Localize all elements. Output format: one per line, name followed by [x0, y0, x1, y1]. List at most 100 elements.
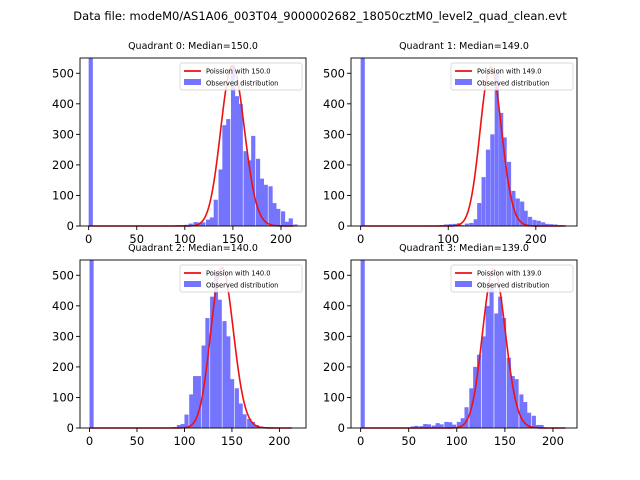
- histogram-bar: [243, 151, 248, 226]
- x-tick-label: 100: [174, 232, 196, 246]
- x-tick-label: 100: [173, 434, 195, 448]
- axes-frame: [79, 259, 307, 429]
- histogram-bar: [473, 219, 478, 226]
- legend-observed-label: Observed distribution: [477, 80, 549, 88]
- histogram-bar: [523, 402, 528, 428]
- histogram-bar: [205, 219, 211, 226]
- histogram-bar: [498, 296, 503, 428]
- histogram-bar: [226, 336, 231, 428]
- histogram-bar: [180, 424, 185, 428]
- x-tick-label: 200: [525, 232, 547, 246]
- histogram-bar: [506, 357, 511, 428]
- histogram-bar: [444, 421, 449, 428]
- histogram-bar: [188, 223, 193, 226]
- legend-bar-swatch: [455, 79, 472, 85]
- y-tick-label: 300: [323, 329, 345, 343]
- histogram-bar: [490, 134, 495, 226]
- x-tick-label: 0: [86, 434, 93, 448]
- y-tick-label: 200: [52, 158, 74, 172]
- legend-poisson-label: Poission with 140.0: [206, 270, 270, 278]
- y-tick-label: 0: [338, 219, 345, 233]
- axes-frame: [350, 57, 578, 227]
- histogram-bar: [499, 112, 504, 226]
- legend-observed-label: Observed distribution: [206, 80, 278, 88]
- histogram-bar: [176, 424, 181, 428]
- histogram-bar: [217, 299, 222, 428]
- histogram-bar: [519, 394, 524, 428]
- histogram-bar: [284, 221, 289, 226]
- histogram-bar: [526, 412, 532, 428]
- x-tick-label: 200: [268, 434, 290, 448]
- histogram-bar: [448, 422, 453, 428]
- histogram-bar: [485, 149, 491, 226]
- y-tick-label: 500: [52, 66, 74, 80]
- legend: Poission with 139.0 Observed distribution: [450, 264, 574, 293]
- legend: Poission with 150.0 Observed distribution: [179, 62, 303, 91]
- x-tick-label: 50: [129, 232, 144, 246]
- legend-observed-label: Observed distribution: [206, 282, 278, 290]
- histogram-bar: [477, 203, 482, 226]
- histogram-bar: [213, 272, 219, 428]
- legend-box: [450, 62, 574, 91]
- x-tick-label: 50: [130, 434, 145, 448]
- histogram-bar: [259, 178, 264, 226]
- legend: Poission with 149.0 Observed distribution: [450, 62, 574, 91]
- y-tick-label: 500: [52, 268, 74, 282]
- histogram-bar: [251, 135, 256, 226]
- y-tick-label: 200: [52, 360, 74, 374]
- axes-frame: [79, 57, 307, 227]
- histogram-bar: [230, 379, 235, 428]
- histogram-bar: [210, 296, 215, 428]
- histogram-bar: [460, 418, 465, 428]
- histogram-bar: [527, 216, 533, 226]
- x-tick-label: 150: [221, 434, 243, 448]
- x-tick-label: 0: [85, 232, 92, 246]
- histogram-bar: [481, 336, 486, 428]
- y-tick-label: 100: [52, 390, 74, 404]
- x-tick-label: 200: [270, 232, 292, 246]
- legend-bar-swatch: [184, 281, 201, 287]
- histogram-bar: [469, 222, 474, 226]
- histogram-bar: [539, 424, 544, 428]
- histogram-bar: [234, 388, 239, 428]
- panel-title: Quadrant 1: Median=149.0: [399, 41, 529, 52]
- legend-box: [179, 62, 303, 91]
- histogram-bar: [515, 198, 520, 226]
- histogram-bar: [193, 222, 198, 226]
- histogram-bar: [464, 407, 469, 428]
- histogram-bar: [414, 425, 419, 428]
- histogram-bar: [419, 426, 424, 428]
- histogram-bar: [451, 424, 457, 428]
- y-tick-label: 400: [323, 299, 345, 313]
- histogram-bar: [460, 225, 465, 226]
- x-tick-label: 150: [222, 232, 244, 246]
- histogram-bar: [464, 223, 470, 226]
- quadrant-3-chart: 0 100 200 300 400 500 0 50 100 150 200 Quadrant 3: …: [323, 243, 578, 448]
- histogram-bar: [532, 219, 537, 226]
- histogram-bar: [189, 394, 194, 428]
- histogram-bar: [510, 376, 515, 428]
- histogram-bar: [238, 103, 243, 226]
- legend-box: [179, 264, 303, 293]
- histogram-bar: [218, 169, 223, 226]
- y-tick-label: 0: [338, 421, 345, 435]
- histogram-bar: [536, 220, 541, 226]
- histogram-bar: [234, 96, 239, 227]
- legend-bar-swatch: [455, 281, 472, 287]
- histogram-bar: [506, 161, 512, 226]
- histogram-bar: [293, 224, 298, 226]
- y-tick-label: 300: [52, 329, 74, 343]
- legend-box: [450, 264, 574, 293]
- y-tick-label: 300: [52, 127, 74, 141]
- y-tick-label: 0: [67, 421, 74, 435]
- histogram-bar: [205, 318, 210, 428]
- figure-suptitle: Data file: modeM0/AS1A06_003T04_90000026…: [73, 9, 567, 23]
- histogram-bar: [494, 313, 499, 428]
- legend: Poission with 140.0 Observed distribution: [179, 264, 303, 293]
- histogram-bar: [360, 260, 365, 428]
- panel-title: Quadrant 0: Median=150.0: [128, 41, 258, 52]
- panel-title: Quadrant 3: Median=139.0: [399, 243, 529, 254]
- histogram-bar: [548, 224, 554, 226]
- axes-frame: [350, 259, 578, 429]
